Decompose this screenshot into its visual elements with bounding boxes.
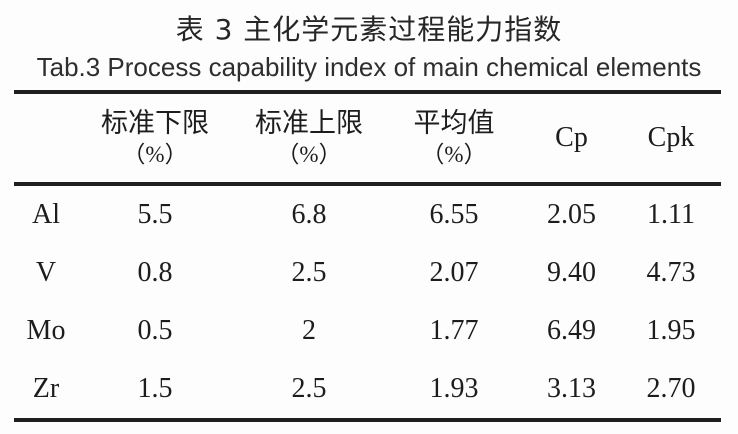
value-cell: 2: [302, 315, 316, 346]
value-cell: 2.5: [291, 373, 327, 404]
table-caption-en: Tab.3 Process capability index of main c…: [36, 52, 702, 82]
value-cell: 1.95: [646, 315, 696, 346]
column-header-unit: （%）: [122, 142, 188, 167]
table-caption-zh: 表 3 主化学元素过程能力指数: [175, 13, 563, 46]
value-cell: 4.73: [646, 257, 696, 288]
header-row: 标准下限 （%） 标准上限 （%） 平均值 （%） Cp Cpk: [14, 92, 721, 184]
value-cell: 9.40: [547, 257, 596, 288]
column-header-label: 标准上限: [255, 108, 363, 138]
column-header-label: 标准下限: [101, 108, 209, 138]
column-header-element: [14, 92, 78, 184]
table-row: Mo 0.5 2 1.77 6.49 1.95: [14, 302, 721, 360]
column-header-label: 平均值: [413, 108, 495, 138]
element-cell: Mo: [26, 315, 66, 346]
value-cell: 3.13: [547, 373, 596, 404]
column-header-cpk: Cpk: [621, 92, 721, 184]
value-cell: 1.93: [429, 373, 479, 404]
column-header-mean: 平均值 （%）: [386, 92, 522, 184]
column-header-unit: （%）: [276, 142, 342, 167]
value-cell: 1.11: [647, 199, 695, 230]
column-header-label: Cpk: [647, 122, 695, 153]
value-cell: 6.49: [547, 315, 596, 346]
element-cell: Zr: [32, 373, 60, 404]
table-row: V 0.8 2.5 2.07 9.40 4.73: [14, 244, 721, 302]
element-cell: V: [35, 257, 57, 288]
value-cell: 5.5: [137, 199, 173, 230]
column-header-upper-limit: 标准上限 （%）: [232, 92, 386, 184]
process-capability-table: 标准下限 （%） 标准上限 （%） 平均值 （%） Cp Cpk: [14, 90, 721, 422]
value-cell: 2.5: [291, 257, 327, 288]
table-row: Al 5.5 6.8 6.55 2.05 1.11: [14, 184, 721, 244]
value-cell: 6.55: [429, 199, 479, 230]
column-header-lower-limit: 标准下限 （%）: [78, 92, 232, 184]
value-cell: 0.5: [137, 315, 173, 346]
value-cell: 1.5: [137, 373, 173, 404]
value-cell: 1.77: [429, 315, 479, 346]
column-header-cp: Cp: [522, 92, 621, 184]
element-cell: Al: [32, 199, 60, 230]
column-header-label: Cp: [555, 122, 588, 153]
value-cell: 2.07: [429, 257, 479, 288]
column-header-unit: （%）: [421, 142, 487, 167]
value-cell: 0.8: [137, 257, 173, 288]
value-cell: 2.70: [646, 373, 696, 404]
value-cell: 6.8: [291, 199, 327, 230]
table-row: Zr 1.5 2.5 1.93 3.13 2.70: [14, 360, 721, 420]
value-cell: 2.05: [547, 199, 596, 230]
